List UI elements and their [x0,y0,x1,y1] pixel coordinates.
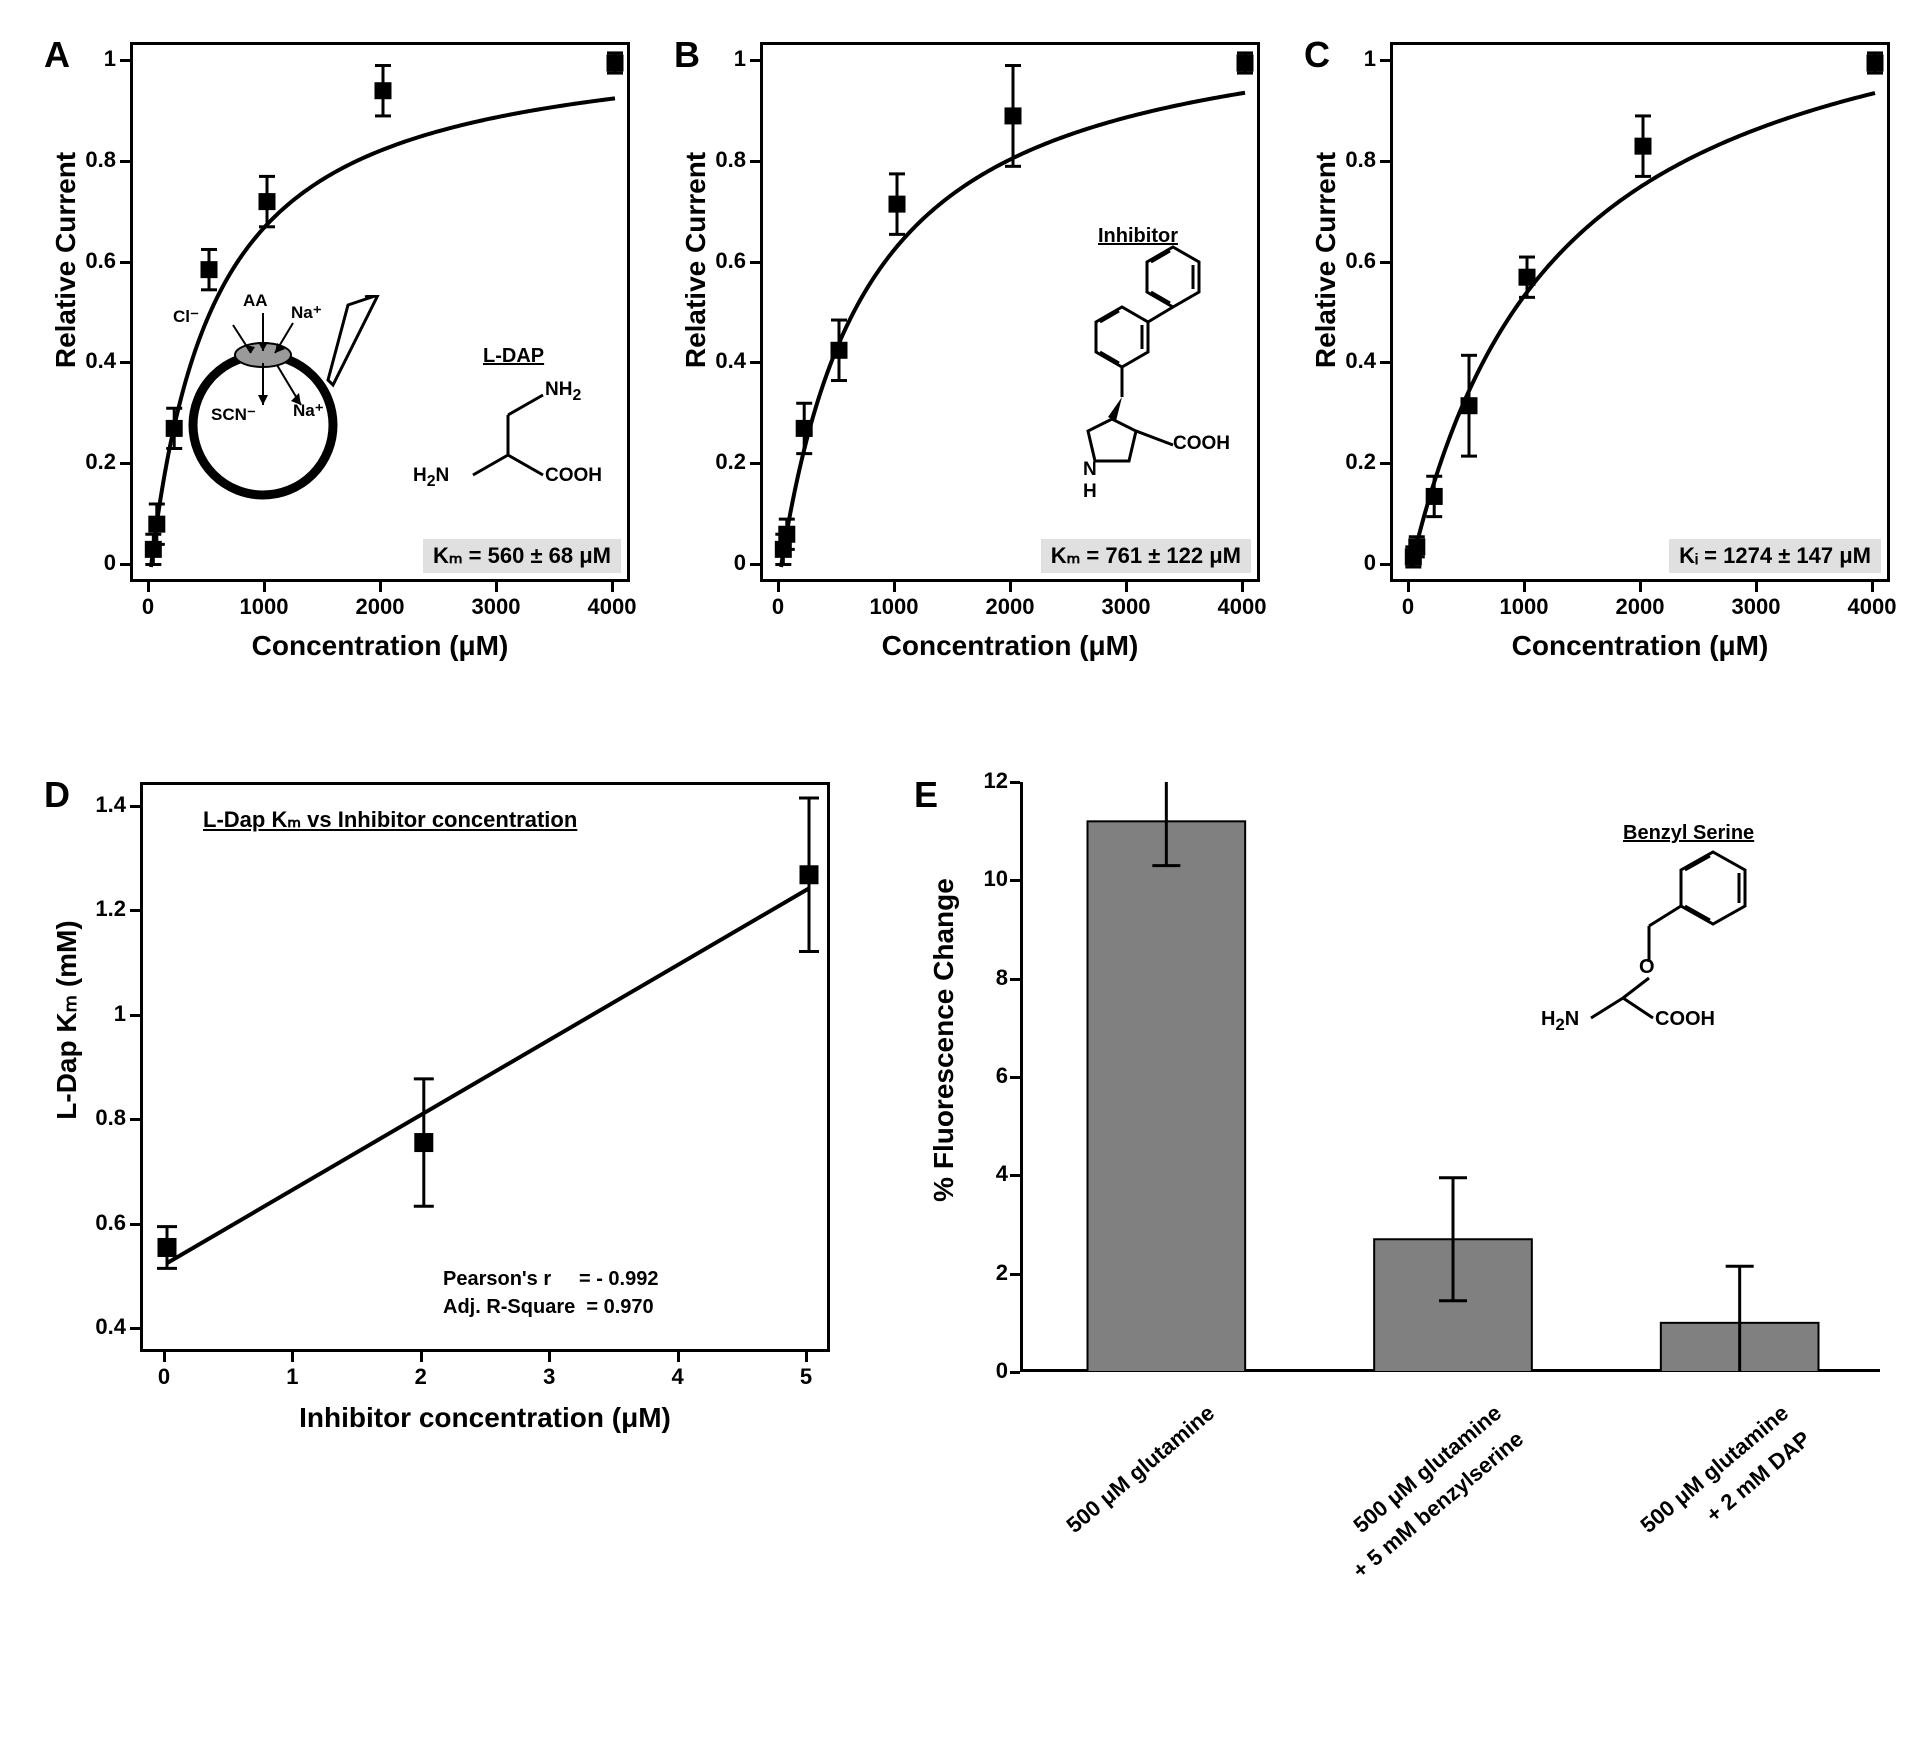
panel-e-mol: Benzyl Serine O H2N COOH [1523,822,1823,1082]
panel-a-ldap-mol: L-DAP H2N COOH NH2 [413,345,613,505]
ion-cl: Cl⁻ [173,307,199,327]
bs-o: O [1639,956,1655,979]
panel-d-rsq: Adj. R-Square = 0.970 [443,1296,654,1319]
panel-b-inhibitor-mol: Inhibitor [1033,225,1253,505]
panel-e: E % Fluorescence Change Benzyl Serine [890,760,1900,1740]
ldap-cooh: COOH [545,465,602,487]
panel-d-pearson: Pearson's r = - 0.992 [443,1268,658,1291]
panel-d-subtitle: L-Dap Kₘ vs Inhibitor concentration [203,807,577,833]
ion-na1: Na⁺ [291,303,322,323]
panel-e-plot: Benzyl Serine O H2N COOH [1020,782,1880,1372]
inh-nh: NH [1083,459,1097,503]
panel-b-xtitle: Concentration (μM) [760,630,1260,662]
bs-cooh: COOH [1655,1008,1715,1031]
panel-a: A L-DAP only Relative Current Kₘ = 560 ±… [20,20,644,720]
panel-b-km: Kₘ = 761 ± 122 μM [1041,539,1251,573]
panel-d-plot: L-Dap Kₘ vs Inhibitor concentration Pear… [140,782,830,1352]
panel-d-label: D [44,774,70,816]
panel-c-svg [1393,45,1893,585]
panel-d-xtitle: Inhibitor concentration (μM) [140,1402,830,1434]
panel-c: C L-DAP + 5μM Inhibitor Relative Current… [1280,20,1904,720]
inhibitor-label: Inhibitor [1098,225,1178,248]
panel-e-ytitle: % Fluorescence Change [928,830,960,1250]
panel-d: D L-Dap Kₘ (mM) L-Dap Kₘ vs Inhibitor co… [20,760,840,1500]
panel-b: B L-DAP + 2μM Inhibitor Relative Current… [650,20,1274,720]
panel-c-plot: Kᵢ = 1274 ± 147 μM [1390,42,1890,582]
panel-c-xtitle: Concentration (μM) [1390,630,1890,662]
ion-na2: Na⁺ [293,401,324,421]
panel-c-km: Kᵢ = 1274 ± 147 μM [1669,539,1881,573]
panel-b-plot: Kₘ = 761 ± 122 μM Inhibitor [760,42,1260,582]
panel-a-plot: Kₘ = 560 ± 68 μM [130,42,630,582]
panel-a-inset: Cl⁻ AA Na⁺ SCN⁻ Na⁺ [173,295,393,505]
inh-cooh: COOH [1173,433,1230,455]
figure-root: A L-DAP only Relative Current Kₘ = 560 ±… [20,20,1900,1743]
bs-nh2: H2N [1541,1008,1579,1035]
ldap-label: L-DAP [483,345,544,368]
ldap-nh2-2: NH2 [545,379,581,405]
benzylserine-label: Benzyl Serine [1623,822,1754,845]
panel-a-km: Kₘ = 560 ± 68 μM [423,539,621,573]
ldap-nh2-1: H2N [413,465,449,491]
panel-a-xtitle: Concentration (μM) [130,630,630,662]
ion-scn: SCN⁻ [211,405,256,425]
ion-aa: AA [243,291,268,311]
panel-e-label: E [914,774,938,816]
